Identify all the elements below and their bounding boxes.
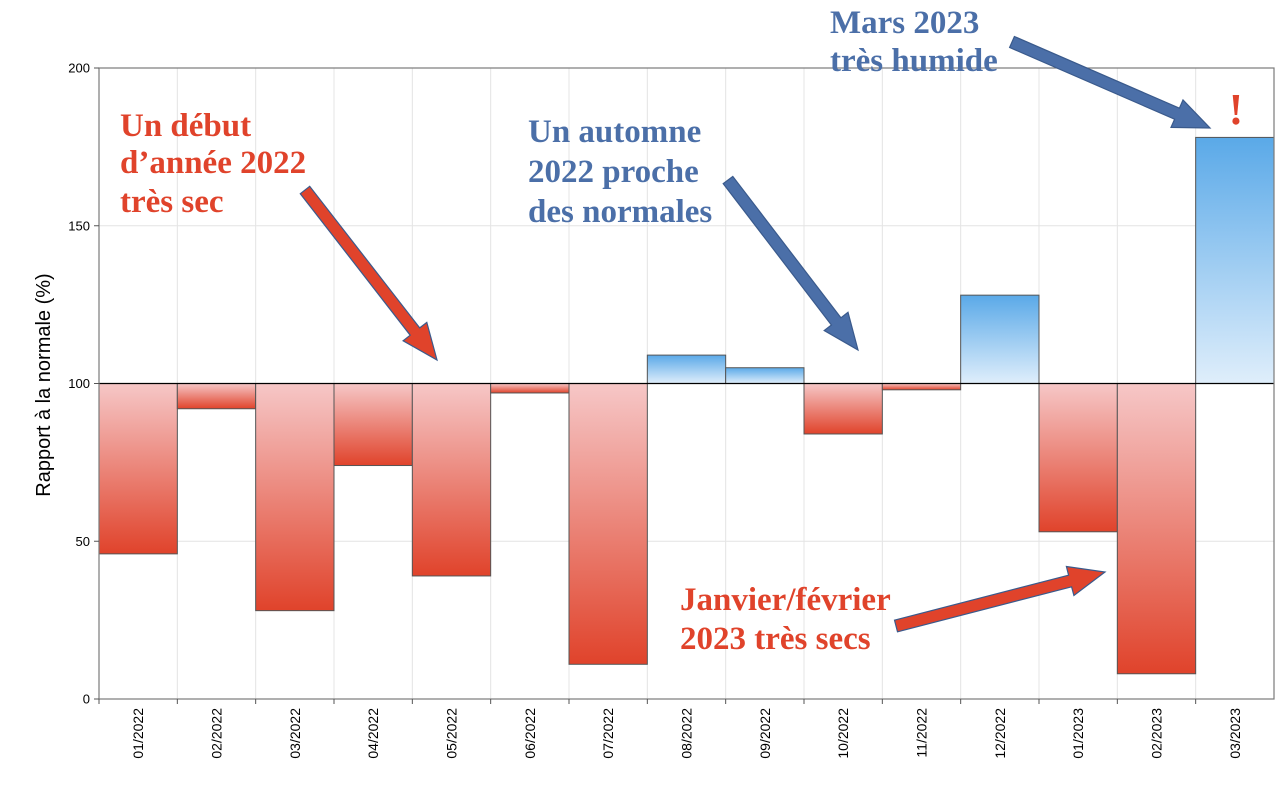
x-tick-label: 01/2023 — [1070, 708, 1086, 759]
bar-03-2023 — [1195, 136, 1275, 384]
y-tick-label: 0 — [83, 692, 90, 707]
bar-08-2022 — [646, 354, 727, 385]
x-axis-ticks: 01/2022 02/2022 03/2022 04/2022 05/2022 06/20… — [98, 699, 1243, 759]
y-tick-label: 100 — [68, 376, 90, 391]
bar-12-2022 — [960, 294, 1040, 384]
x-tick-label: 02/2023 — [1149, 708, 1165, 759]
arrow-march-2023 — [1008, 35, 1212, 129]
bar-01-2023 — [1038, 383, 1118, 533]
x-tick-label: 10/2022 — [835, 708, 851, 759]
annotation-march-2023-line-2: très humide — [830, 43, 998, 79]
annotation-janfeb-2023: Janvier/février 2023 très secs — [680, 582, 898, 657]
y-tick-label: 150 — [68, 218, 90, 233]
bar-11-2022 — [881, 383, 962, 391]
x-tick-label: 03/2022 — [287, 708, 303, 759]
x-tick-label: 12/2022 — [992, 708, 1008, 759]
y-axis-label: Rapport à la normale (%) — [33, 273, 55, 496]
x-tick-label: 02/2022 — [209, 708, 225, 759]
bar-05-2022 — [411, 383, 492, 577]
annotation-march-2023-line-1: Mars 2023 — [830, 5, 979, 41]
x-tick-label: 04/2022 — [365, 708, 381, 759]
bar-01-2022 — [98, 383, 178, 555]
bar-03-2022 — [255, 383, 335, 612]
x-tick-label: 06/2022 — [522, 708, 538, 759]
annotation-dry-2022-line-2: d’année 2022 — [120, 145, 306, 181]
annotation-autumn-2022: Un automne 2022 proche des normales — [528, 114, 712, 230]
bar-10-2022 — [803, 383, 883, 435]
annotation-janfeb-2023-line-1: Janvier/février — [680, 582, 890, 618]
x-tick-label: 11/2022 — [914, 708, 930, 758]
bar-09-2022 — [725, 367, 805, 385]
annotation-autumn-2022-line-3: des normales — [528, 194, 712, 230]
y-tick-label: 200 — [68, 61, 90, 76]
arrow-janfeb-2023 — [893, 565, 1107, 633]
x-tick-label: 03/2023 — [1227, 708, 1243, 759]
annotation-dry-2022-line-1: Un début — [120, 108, 251, 144]
arrow-autumn-2022 — [722, 175, 859, 352]
annotation-march-2023: Mars 2023 très humide — [830, 5, 998, 79]
annotation-autumn-2022-line-2: 2022 proche — [528, 154, 699, 190]
bar-06-2022 — [490, 383, 570, 394]
bar-04-2022 — [333, 383, 413, 467]
annotation-autumn-2022-line-1: Un automne — [528, 114, 701, 150]
x-tick-label: 05/2022 — [444, 708, 460, 759]
x-tick-label: 01/2022 — [130, 708, 146, 759]
y-tick-label: 50 — [76, 534, 90, 549]
arrow-dry-2022 — [299, 185, 438, 362]
bar-02-2022 — [176, 383, 257, 410]
annotation-arrows — [299, 35, 1212, 633]
bar-07-2022 — [568, 383, 648, 665]
x-tick-label: 08/2022 — [679, 708, 695, 759]
annotation-janfeb-2023-line-2: 2023 très secs — [680, 621, 871, 657]
x-tick-label: 07/2022 — [600, 708, 616, 759]
x-tick-label: 09/2022 — [757, 708, 773, 759]
y-axis-ticks: 0 50 100 150 200 — [68, 61, 99, 707]
bar-02-2023 — [1116, 383, 1197, 675]
exclamation-mark: ! — [1229, 85, 1244, 134]
annotation-dry-2022-line-3: très sec — [120, 184, 224, 220]
annotation-dry-2022: Un début d’année 2022 très sec — [120, 108, 314, 220]
